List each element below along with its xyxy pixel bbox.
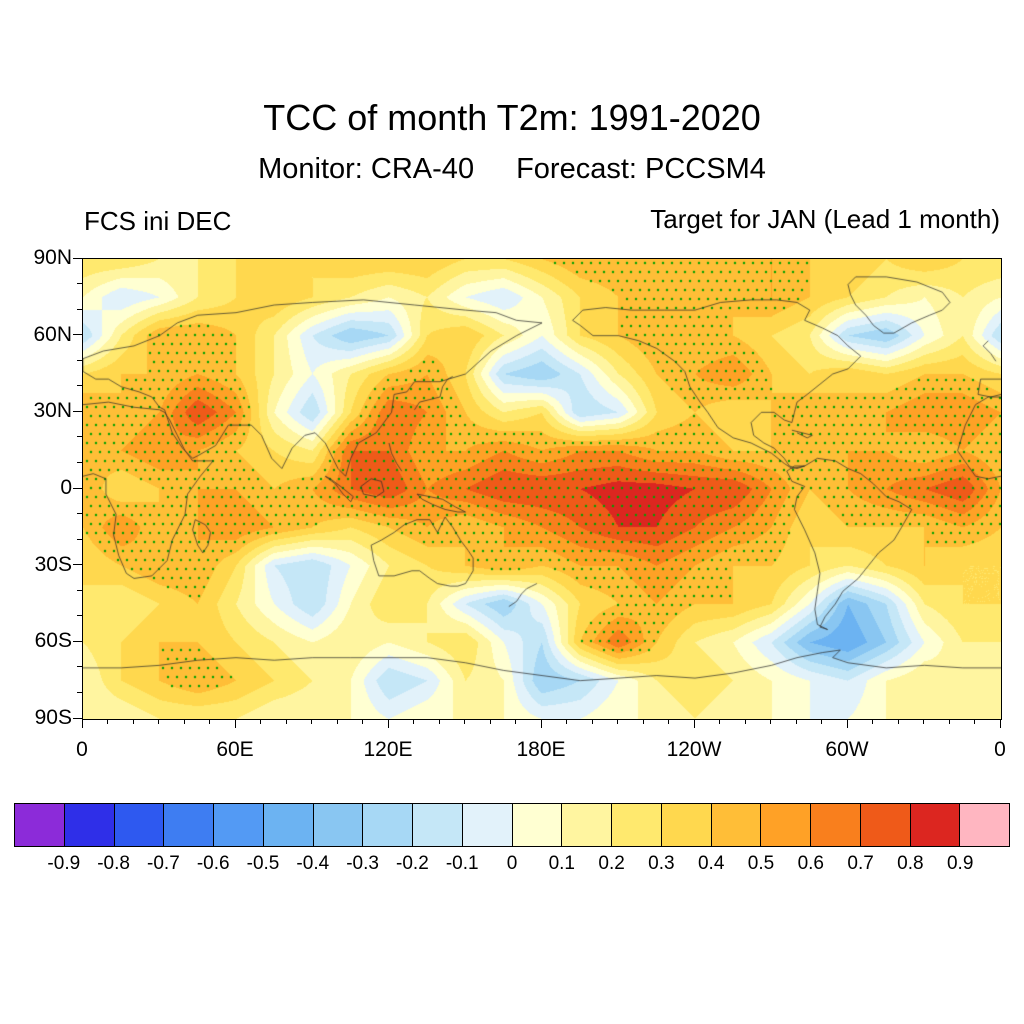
colorbar-box <box>214 804 264 846</box>
subtitle: Monitor: CRA-40 Forecast: PCCSM4 <box>0 153 1024 186</box>
x-tick-label: 0 <box>76 738 88 761</box>
colorbar-tick-label: 0.6 <box>797 853 825 874</box>
y-major-tick <box>73 410 82 412</box>
correlation-map-canvas <box>83 259 1001 719</box>
colorbar-box <box>512 804 563 846</box>
colorbar-box <box>313 804 364 846</box>
colorbar-tick-label: 0.7 <box>847 853 874 874</box>
colorbar-tick-label: 0.4 <box>697 853 725 874</box>
y-tick-label: 60N <box>33 322 72 346</box>
colorbar-tick-label: -0.3 <box>346 853 379 874</box>
colorbar-tick-label: -0.9 <box>47 853 81 874</box>
colorbar-box <box>462 804 513 846</box>
y-tick-label: 90S <box>34 706 72 729</box>
colorbar-tick-label: -0.1 <box>445 853 479 874</box>
monitor-label: Monitor: CRA-40 <box>258 153 475 185</box>
y-tick-label: 30N <box>33 399 72 423</box>
y-major-tick <box>73 640 82 642</box>
x-major-tick <box>81 719 83 728</box>
colorbar-box <box>363 804 413 846</box>
colorbar-labels: -0.9 -0.8 -0.7 -0.6 -0.5 -0.4 -0.3 -0.2 -0.1 0 0.1… <box>14 853 1010 877</box>
x-major-tick <box>846 719 848 728</box>
x-major-tick <box>540 719 542 728</box>
colorbar-box <box>661 804 712 846</box>
colorbar-tick-label: -0.8 <box>97 853 130 874</box>
colorbar-tick-label: 0.2 <box>598 853 625 874</box>
colorbar-tick-label: 0.8 <box>897 853 924 874</box>
colorbar-tick-label: -0.7 <box>147 853 180 874</box>
colorbar-box <box>811 804 861 846</box>
colorbar-tick-label: 0.9 <box>946 853 974 874</box>
colorbar-tick-label: 0.3 <box>648 853 675 874</box>
colorbar-box <box>15 804 65 846</box>
colorbar-tick-label: -0.6 <box>196 853 230 874</box>
colorbar-tick-label: -0.4 <box>296 853 330 874</box>
colorbar-box <box>413 804 463 846</box>
colorbar-box <box>64 804 115 846</box>
y-major-tick <box>73 334 82 336</box>
colorbar-box <box>960 804 1009 846</box>
colorbar-tick-label: -0.5 <box>246 853 280 874</box>
init-month-annotation: FCS ini DEC <box>84 206 232 236</box>
colorbar-tick-label: 0.1 <box>548 853 576 874</box>
colorbar-tick-label: 0.5 <box>747 853 775 874</box>
y-tick-label: 0 <box>60 476 72 499</box>
colorbar-box <box>711 804 762 846</box>
map-frame <box>82 258 1002 720</box>
y-major-tick <box>73 257 82 259</box>
page-title: TCC of month T2m: 1991-2020 <box>263 97 761 138</box>
target-month-annotation: Target for JAN (Lead 1 month) <box>650 204 1000 234</box>
x-tick-label: 0 <box>994 738 1006 761</box>
y-major-tick <box>73 487 82 489</box>
y-major-tick <box>73 717 82 719</box>
x-major-tick <box>234 719 236 728</box>
colorbar-box <box>910 804 961 846</box>
forecast-label: Forecast: PCCSM4 <box>516 153 766 185</box>
y-tick-label: 30S <box>34 552 72 576</box>
x-tick-label: 60E <box>216 738 254 761</box>
y-tick-label: 90N <box>33 246 72 269</box>
colorbar-tick-label: 0 <box>506 853 518 874</box>
colorbar-box <box>860 804 911 846</box>
colorbar <box>14 803 1010 847</box>
colorbar-box <box>263 804 314 846</box>
y-tick-label: 60S <box>34 629 72 653</box>
x-major-tick <box>693 719 695 728</box>
x-tick-label: 120E <box>363 738 413 761</box>
x-tick-label: 60W <box>825 738 869 761</box>
x-tick-label: 120W <box>666 738 722 761</box>
x-tick-label: 180E <box>516 738 566 761</box>
x-major-tick <box>387 719 389 728</box>
colorbar-box <box>114 804 165 846</box>
colorbar-box <box>761 804 811 846</box>
colorbar-tick-label: -0.2 <box>396 853 429 874</box>
colorbar-box <box>562 804 612 846</box>
y-major-tick <box>73 564 82 566</box>
colorbar-box <box>164 804 214 846</box>
colorbar-box <box>612 804 662 846</box>
x-major-tick <box>999 719 1001 728</box>
